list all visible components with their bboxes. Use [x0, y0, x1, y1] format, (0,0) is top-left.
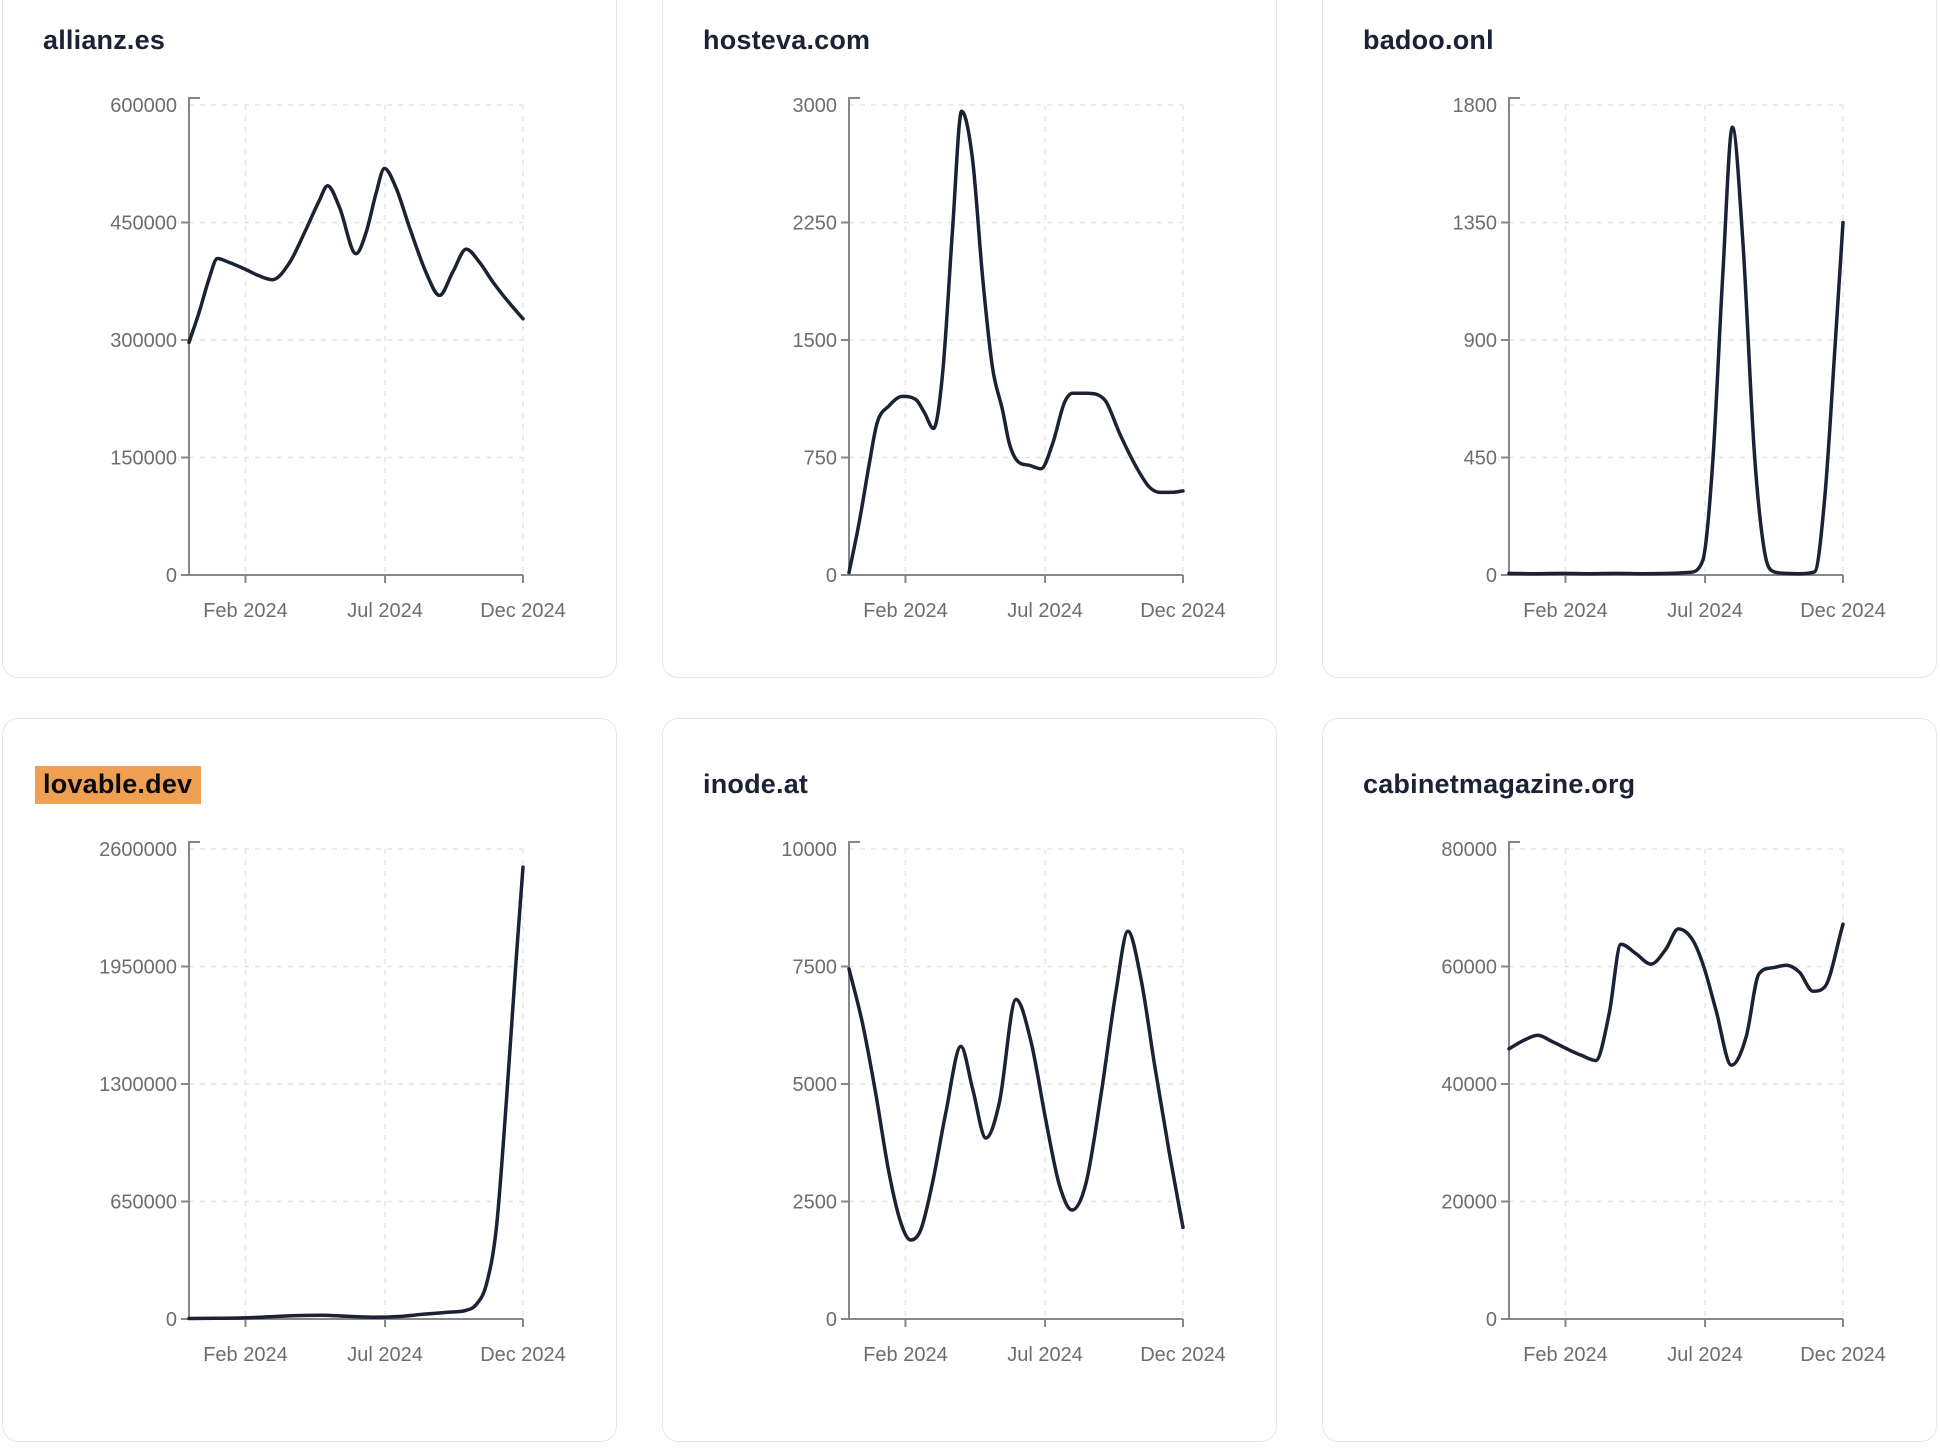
x-axis-tick-label: Jul 2024	[1007, 1344, 1083, 1366]
y-axis-tick-label: 80000	[1441, 839, 1497, 861]
chart-card-inode-at: inode.at 0 2500 5000 7500 10000 Feb 2024 Jul 2…	[662, 718, 1277, 1442]
x-axis-tick-label: Dec 2024	[1140, 600, 1226, 622]
line-chart: 0 750 1500 2250 3000 Feb 2024 Jul 2024 Dec 2024	[793, 95, 1226, 622]
y-axis-tick-label: 2250	[793, 213, 838, 235]
y-axis-tick-label: 0	[1486, 565, 1497, 587]
y-axis-tick-label: 450	[1464, 448, 1497, 470]
chart-title: allianz.es	[43, 21, 616, 59]
series-line	[1507, 922, 1845, 1067]
chart-card-cabinetmagazine-org: cabinetmagazine.org 0 20000 40000 60000 8000…	[1322, 718, 1937, 1442]
y-axis-tick-label: 3000	[793, 95, 838, 117]
y-axis-tick-label: 1500	[793, 330, 838, 352]
chart-title: inode.at	[703, 765, 1276, 803]
chart-title: cabinetmagazine.org	[1363, 765, 1936, 803]
x-axis-tick-label: Dec 2024	[480, 1344, 566, 1366]
x-axis-tick-label: Feb 2024	[1523, 1344, 1608, 1366]
series-line	[847, 929, 1185, 1242]
y-axis-tick-label: 1300000	[99, 1074, 177, 1096]
chart-card-badoo-onl: badoo.onl 0 450 900 1350 1800 Feb 2024 Jul 202…	[1322, 0, 1937, 678]
axis-line	[1508, 97, 1843, 576]
x-axis-tick-label: Dec 2024	[1140, 1344, 1226, 1366]
y-axis-tick-label: 0	[166, 1309, 177, 1331]
axis-line	[188, 841, 523, 1320]
y-axis-tick-label: 2500	[793, 1192, 838, 1214]
y-axis-tick-label: 0	[826, 1309, 837, 1331]
chart-card-lovable-dev: lovable.dev 0 650000 1300000 1950000 2600000…	[2, 718, 617, 1442]
y-axis-tick-label: 750	[804, 448, 837, 470]
x-axis-tick-label: Jul 2024	[347, 1344, 423, 1366]
y-axis-tick-label: 650000	[110, 1192, 177, 1214]
y-axis-tick-label: 2600000	[99, 839, 177, 861]
y-axis-tick-label: 1800	[1453, 95, 1498, 117]
x-axis-tick-label: Jul 2024	[1667, 600, 1743, 622]
domain-name-label: badoo.onl	[1363, 25, 1494, 55]
y-axis-tick-label: 900	[1464, 330, 1497, 352]
domain-name-label: inode.at	[703, 769, 809, 799]
y-axis-tick-label: 150000	[110, 448, 177, 470]
y-axis-tick-label: 60000	[1441, 957, 1497, 979]
y-axis-tick-label: 40000	[1441, 1074, 1497, 1096]
x-axis-tick-label: Feb 2024	[203, 1344, 288, 1366]
y-axis-tick-label: 0	[1486, 1309, 1497, 1331]
domain-name-label-highlighted: lovable.dev	[35, 766, 202, 804]
line-chart: 0 2500 5000 7500 10000 Feb 2024 Jul 2024 Dec 20…	[781, 839, 1226, 1366]
series-line	[187, 865, 525, 1321]
line-chart: 0 150000 300000 450000 600000 Feb 2024 Jul 202…	[110, 95, 566, 622]
series-line	[187, 166, 525, 345]
y-axis-tick-label: 1950000	[99, 957, 177, 979]
x-axis-tick-label: Dec 2024	[480, 600, 566, 622]
chart-card-hosteva-com: hosteva.com 0 750 1500 2250 3000 Feb 2024 Jul …	[662, 0, 1277, 678]
y-axis-tick-label: 0	[826, 565, 837, 587]
x-axis-tick-label: Dec 2024	[1800, 600, 1886, 622]
y-axis-tick-label: 5000	[793, 1074, 838, 1096]
domain-name-label: cabinetmagazine.org	[1363, 769, 1636, 799]
x-axis-tick-label: Feb 2024	[863, 600, 948, 622]
axis-line	[188, 97, 523, 576]
x-axis-tick-label: Feb 2024	[1523, 600, 1608, 622]
chart-title: hosteva.com	[703, 21, 1276, 59]
axis-line	[848, 97, 1183, 576]
x-axis-tick-label: Jul 2024	[347, 600, 423, 622]
line-chart: 0 450 900 1350 1800 Feb 2024 Jul 2024 Dec 2024	[1453, 95, 1886, 622]
y-axis-tick-label: 20000	[1441, 1192, 1497, 1214]
x-axis-tick-label: Jul 2024	[1667, 1344, 1743, 1366]
line-chart: 0 650000 1300000 1950000 2600000 Feb 2024 Jul …	[99, 839, 566, 1366]
y-axis-tick-label: 450000	[110, 213, 177, 235]
y-axis-tick-label: 1350	[1453, 213, 1498, 235]
y-axis-tick-label: 300000	[110, 330, 177, 352]
y-axis-tick-label: 7500	[793, 957, 838, 979]
domain-name-label: allianz.es	[43, 25, 166, 55]
series-line	[1507, 125, 1845, 576]
domain-name-label: hosteva.com	[703, 25, 871, 55]
axis-line	[1508, 841, 1843, 1320]
x-axis-tick-label: Dec 2024	[1800, 1344, 1886, 1366]
x-axis-tick-label: Feb 2024	[203, 600, 288, 622]
series-line	[847, 109, 1185, 575]
chart-title: lovable.dev	[35, 765, 616, 804]
chart-title: badoo.onl	[1363, 21, 1936, 59]
y-axis-tick-label: 10000	[781, 839, 837, 861]
axis-line	[848, 841, 1183, 1320]
x-axis-tick-label: Feb 2024	[863, 1344, 948, 1366]
chart-card-allianz-es: allianz.es 0 150000 300000 450000 600000 Feb …	[2, 0, 617, 678]
y-axis-tick-label: 0	[166, 565, 177, 587]
y-axis-tick-label: 600000	[110, 95, 177, 117]
x-axis-tick-label: Jul 2024	[1007, 600, 1083, 622]
line-chart: 0 20000 40000 60000 80000 Feb 2024 Jul 2024 Dec…	[1441, 839, 1886, 1366]
